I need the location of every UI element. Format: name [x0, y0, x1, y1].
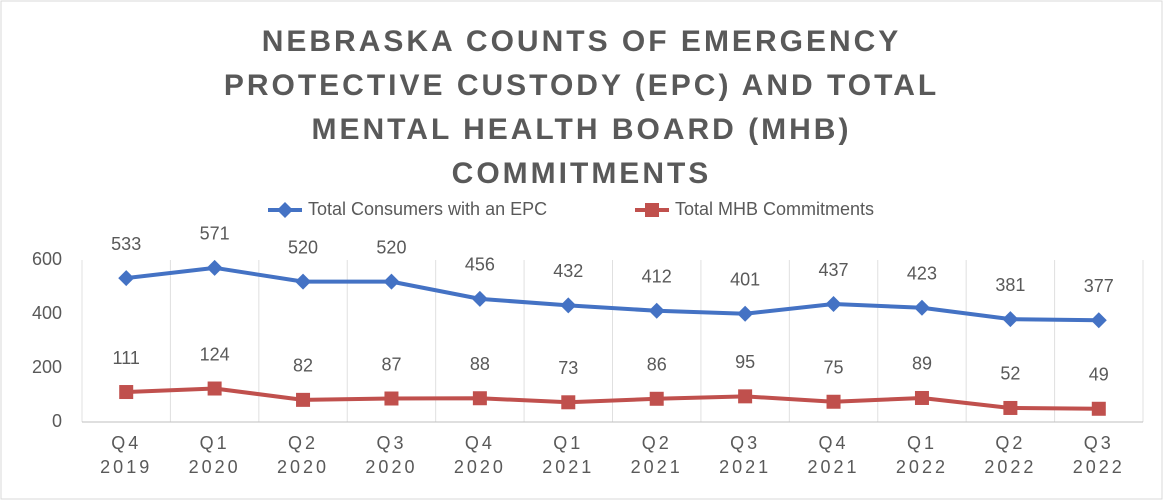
- data-label: 124: [200, 344, 230, 364]
- x-tick-label: 2020: [454, 457, 506, 477]
- data-label: 401: [730, 269, 760, 289]
- data-label: 49: [1089, 365, 1109, 385]
- data-label: 87: [381, 354, 401, 374]
- data-label: 75: [824, 358, 844, 378]
- data-point: [826, 394, 841, 409]
- data-point: [825, 296, 842, 313]
- data-label: 412: [642, 267, 672, 287]
- y-tick-label: 400: [32, 303, 62, 323]
- data-point: [649, 391, 664, 406]
- data-label: 95: [735, 352, 755, 372]
- x-tick-label: Q4: [465, 433, 495, 453]
- x-tick-label: 2022: [984, 457, 1036, 477]
- x-tick-label: 2022: [896, 457, 948, 477]
- x-tick-label: 2019: [100, 457, 152, 477]
- x-tick-label: Q2: [995, 433, 1025, 453]
- x-tick-label: 2021: [631, 457, 683, 477]
- data-label: 437: [819, 260, 849, 280]
- x-tick-label: Q2: [288, 433, 318, 453]
- y-tick-label: 200: [32, 357, 62, 377]
- data-label: 533: [111, 234, 141, 254]
- x-tick-label: 2021: [808, 457, 860, 477]
- y-tick-label: 600: [32, 249, 62, 269]
- x-tick-label: 2021: [542, 457, 594, 477]
- data-label: 88: [470, 354, 490, 374]
- y-tick-label: 0: [52, 411, 62, 431]
- data-label: 73: [558, 358, 578, 378]
- data-point: [914, 390, 929, 405]
- x-tick-label: Q2: [642, 433, 672, 453]
- data-label: 520: [288, 237, 318, 257]
- x-tick-label: Q3: [1084, 433, 1114, 453]
- x-tick-label: Q4: [111, 433, 141, 453]
- legend-label: Total MHB Commitments: [675, 199, 874, 219]
- legend-marker: [645, 203, 659, 217]
- data-point: [1002, 311, 1019, 328]
- data-point: [207, 381, 222, 396]
- data-point: [206, 259, 223, 276]
- x-tick-label: Q1: [200, 433, 230, 453]
- legend-label: Total Consumers with an EPC: [308, 199, 547, 219]
- data-point: [560, 297, 577, 314]
- data-label: 86: [647, 355, 667, 375]
- data-point: [471, 290, 488, 307]
- x-tick-label: 2020: [365, 457, 417, 477]
- data-label: 571: [200, 224, 230, 244]
- data-point: [118, 270, 135, 287]
- data-point: [913, 299, 930, 316]
- chart-title: NEBRASKA COUNTS OF EMERGENCY PROTECTIVE …: [223, 25, 940, 190]
- data-label: 52: [1000, 364, 1020, 384]
- data-point: [383, 273, 400, 290]
- x-tick-label: 2020: [189, 457, 241, 477]
- data-point: [295, 273, 312, 290]
- x-tick-label: Q4: [819, 433, 849, 453]
- data-label: 82: [293, 356, 313, 376]
- x-tick-label: 2022: [1073, 457, 1125, 477]
- x-tick-label: Q1: [907, 433, 937, 453]
- data-label: 381: [995, 275, 1025, 295]
- data-point: [648, 302, 665, 319]
- legend-marker: [277, 202, 293, 218]
- data-point: [1090, 312, 1107, 329]
- data-label: 111: [113, 348, 140, 368]
- data-label: 520: [376, 237, 406, 257]
- data-label: 456: [465, 255, 495, 275]
- data-point: [472, 391, 487, 406]
- data-point: [384, 391, 399, 406]
- data-label: 432: [553, 261, 583, 281]
- data-point: [561, 395, 576, 410]
- x-tick-label: 2020: [277, 457, 329, 477]
- data-label: 377: [1084, 276, 1114, 296]
- series-line: [126, 386, 1099, 411]
- x-tick-label: 2021: [719, 457, 771, 477]
- x-tick-label: Q3: [376, 433, 406, 453]
- data-point: [1091, 401, 1106, 416]
- data-point: [1003, 400, 1018, 415]
- data-point: [296, 392, 311, 407]
- data-label: 89: [912, 354, 932, 374]
- data-label: 423: [907, 264, 937, 284]
- data-point: [737, 305, 754, 322]
- series-line: [125, 265, 1099, 323]
- data-point: [738, 389, 753, 404]
- x-tick-label: Q3: [730, 433, 760, 453]
- x-tick-label: Q1: [553, 433, 583, 453]
- data-point: [119, 385, 134, 400]
